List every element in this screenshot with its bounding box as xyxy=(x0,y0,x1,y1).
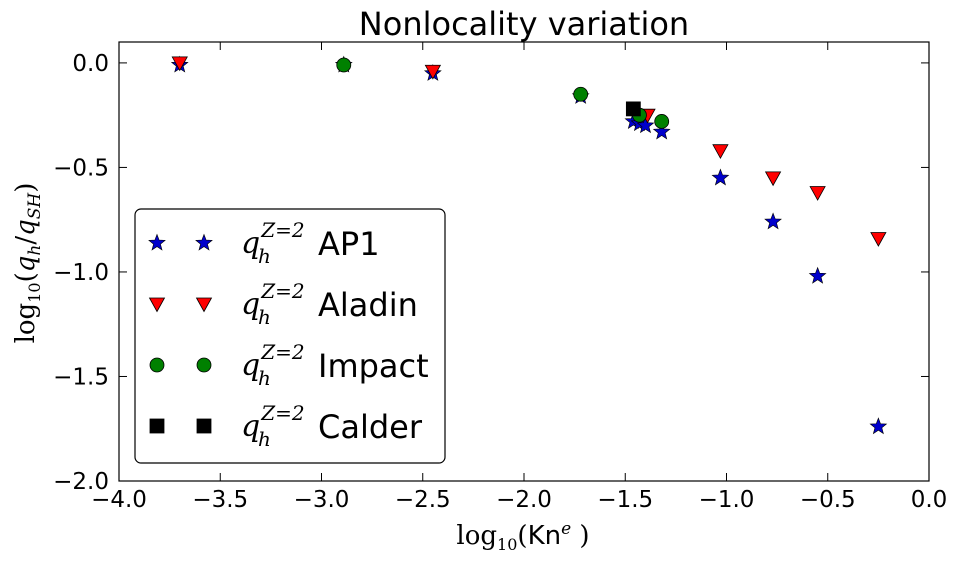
data-point-aladin xyxy=(424,64,442,80)
data-points xyxy=(170,55,888,435)
data-point-ap1 xyxy=(808,266,827,284)
x-tick-label: −4.0 xyxy=(91,487,147,513)
series-calder xyxy=(625,101,641,117)
y-tick-label: −0.5 xyxy=(53,155,109,181)
series-aladin xyxy=(171,56,887,247)
x-tick-label: −1.5 xyxy=(597,487,653,513)
axis-ticks xyxy=(118,42,930,482)
x-tick-label: −2.0 xyxy=(496,487,552,513)
legend-entry-aladin: qZ=2 h Aladin xyxy=(148,279,418,329)
legend-marker xyxy=(196,357,212,373)
data-point-aladin xyxy=(764,171,782,187)
legend-entry-ap1: qZ=2 h AP1 xyxy=(148,218,380,268)
legend-marker xyxy=(149,418,165,434)
legend-box xyxy=(134,208,446,464)
x-tick-label: −2.5 xyxy=(395,487,451,513)
legend-math: qZ=2 h xyxy=(241,218,305,268)
x-tick-label: −3.5 xyxy=(192,487,248,513)
legend-marker xyxy=(195,233,213,251)
legend-label: AP1 xyxy=(318,225,380,263)
legend-marker xyxy=(149,357,165,373)
x-axis-label: log10(Kne ) xyxy=(456,519,589,554)
legend-label: Aladin xyxy=(318,286,418,324)
legend-math: qZ=2 h xyxy=(241,340,305,390)
data-point-ap1 xyxy=(636,116,655,134)
y-axis-label: log10(qh/qSH) xyxy=(11,183,45,344)
legend-marker xyxy=(148,233,166,251)
legend-entry-impact: qZ=2 h Impact xyxy=(149,340,429,390)
data-point-ap1 xyxy=(869,417,888,435)
y-tick-label: 0.0 xyxy=(72,51,109,77)
data-point-calder xyxy=(625,101,641,117)
legend-label: Impact xyxy=(318,347,429,385)
data-point-ap1 xyxy=(652,122,671,140)
svg-text:log10(qh/qSH): log10(qh/qSH) xyxy=(11,183,45,344)
y-tick-labels: 0.0 −0.5 −1.0 −1.5 −2.0 xyxy=(53,51,109,495)
data-point-impact xyxy=(654,114,670,129)
y-tick-label: −2.0 xyxy=(53,469,109,495)
data-point-ap1 xyxy=(711,168,730,186)
y-tick-label: −1.0 xyxy=(53,260,109,286)
y-tick-label: −1.5 xyxy=(53,364,109,390)
x-tick-label: −0.5 xyxy=(800,487,856,513)
data-point-aladin xyxy=(171,56,188,72)
data-point-impact xyxy=(573,86,589,102)
legend-marker xyxy=(195,297,213,313)
data-point-impact xyxy=(336,57,352,73)
legend-marker xyxy=(148,297,166,313)
data-point-aladin xyxy=(809,186,826,201)
data-point-aladin xyxy=(870,232,887,247)
legend-entry-calder: qZ=2 h Calder xyxy=(149,401,423,451)
x-tick-label: −1.0 xyxy=(699,487,755,513)
chart-title: Nonlocality variation xyxy=(359,5,689,43)
legend-marker xyxy=(196,418,212,434)
legend-math: qZ=2 h xyxy=(241,401,305,451)
x-tick-label: 0.0 xyxy=(911,487,948,513)
legend-math: qZ=2 h xyxy=(241,279,305,329)
legend-label: Calder xyxy=(318,408,423,446)
series-impact xyxy=(336,57,670,129)
data-point-ap1 xyxy=(764,212,782,230)
svg-text:log10(Kne ): log10(Kne ) xyxy=(456,519,589,554)
x-tick-label: −3.0 xyxy=(294,487,350,513)
data-point-aladin xyxy=(712,144,729,160)
x-tick-labels: −4.0 −3.5 −3.0 −2.5 −2.0 −1.5 −1.0 −0.5 0.0 xyxy=(91,487,947,513)
legend: qZ=2 h AP1 qZ=2 h Aladin qZ=2 h Impact qZ=2 h Calde… xyxy=(134,208,446,464)
